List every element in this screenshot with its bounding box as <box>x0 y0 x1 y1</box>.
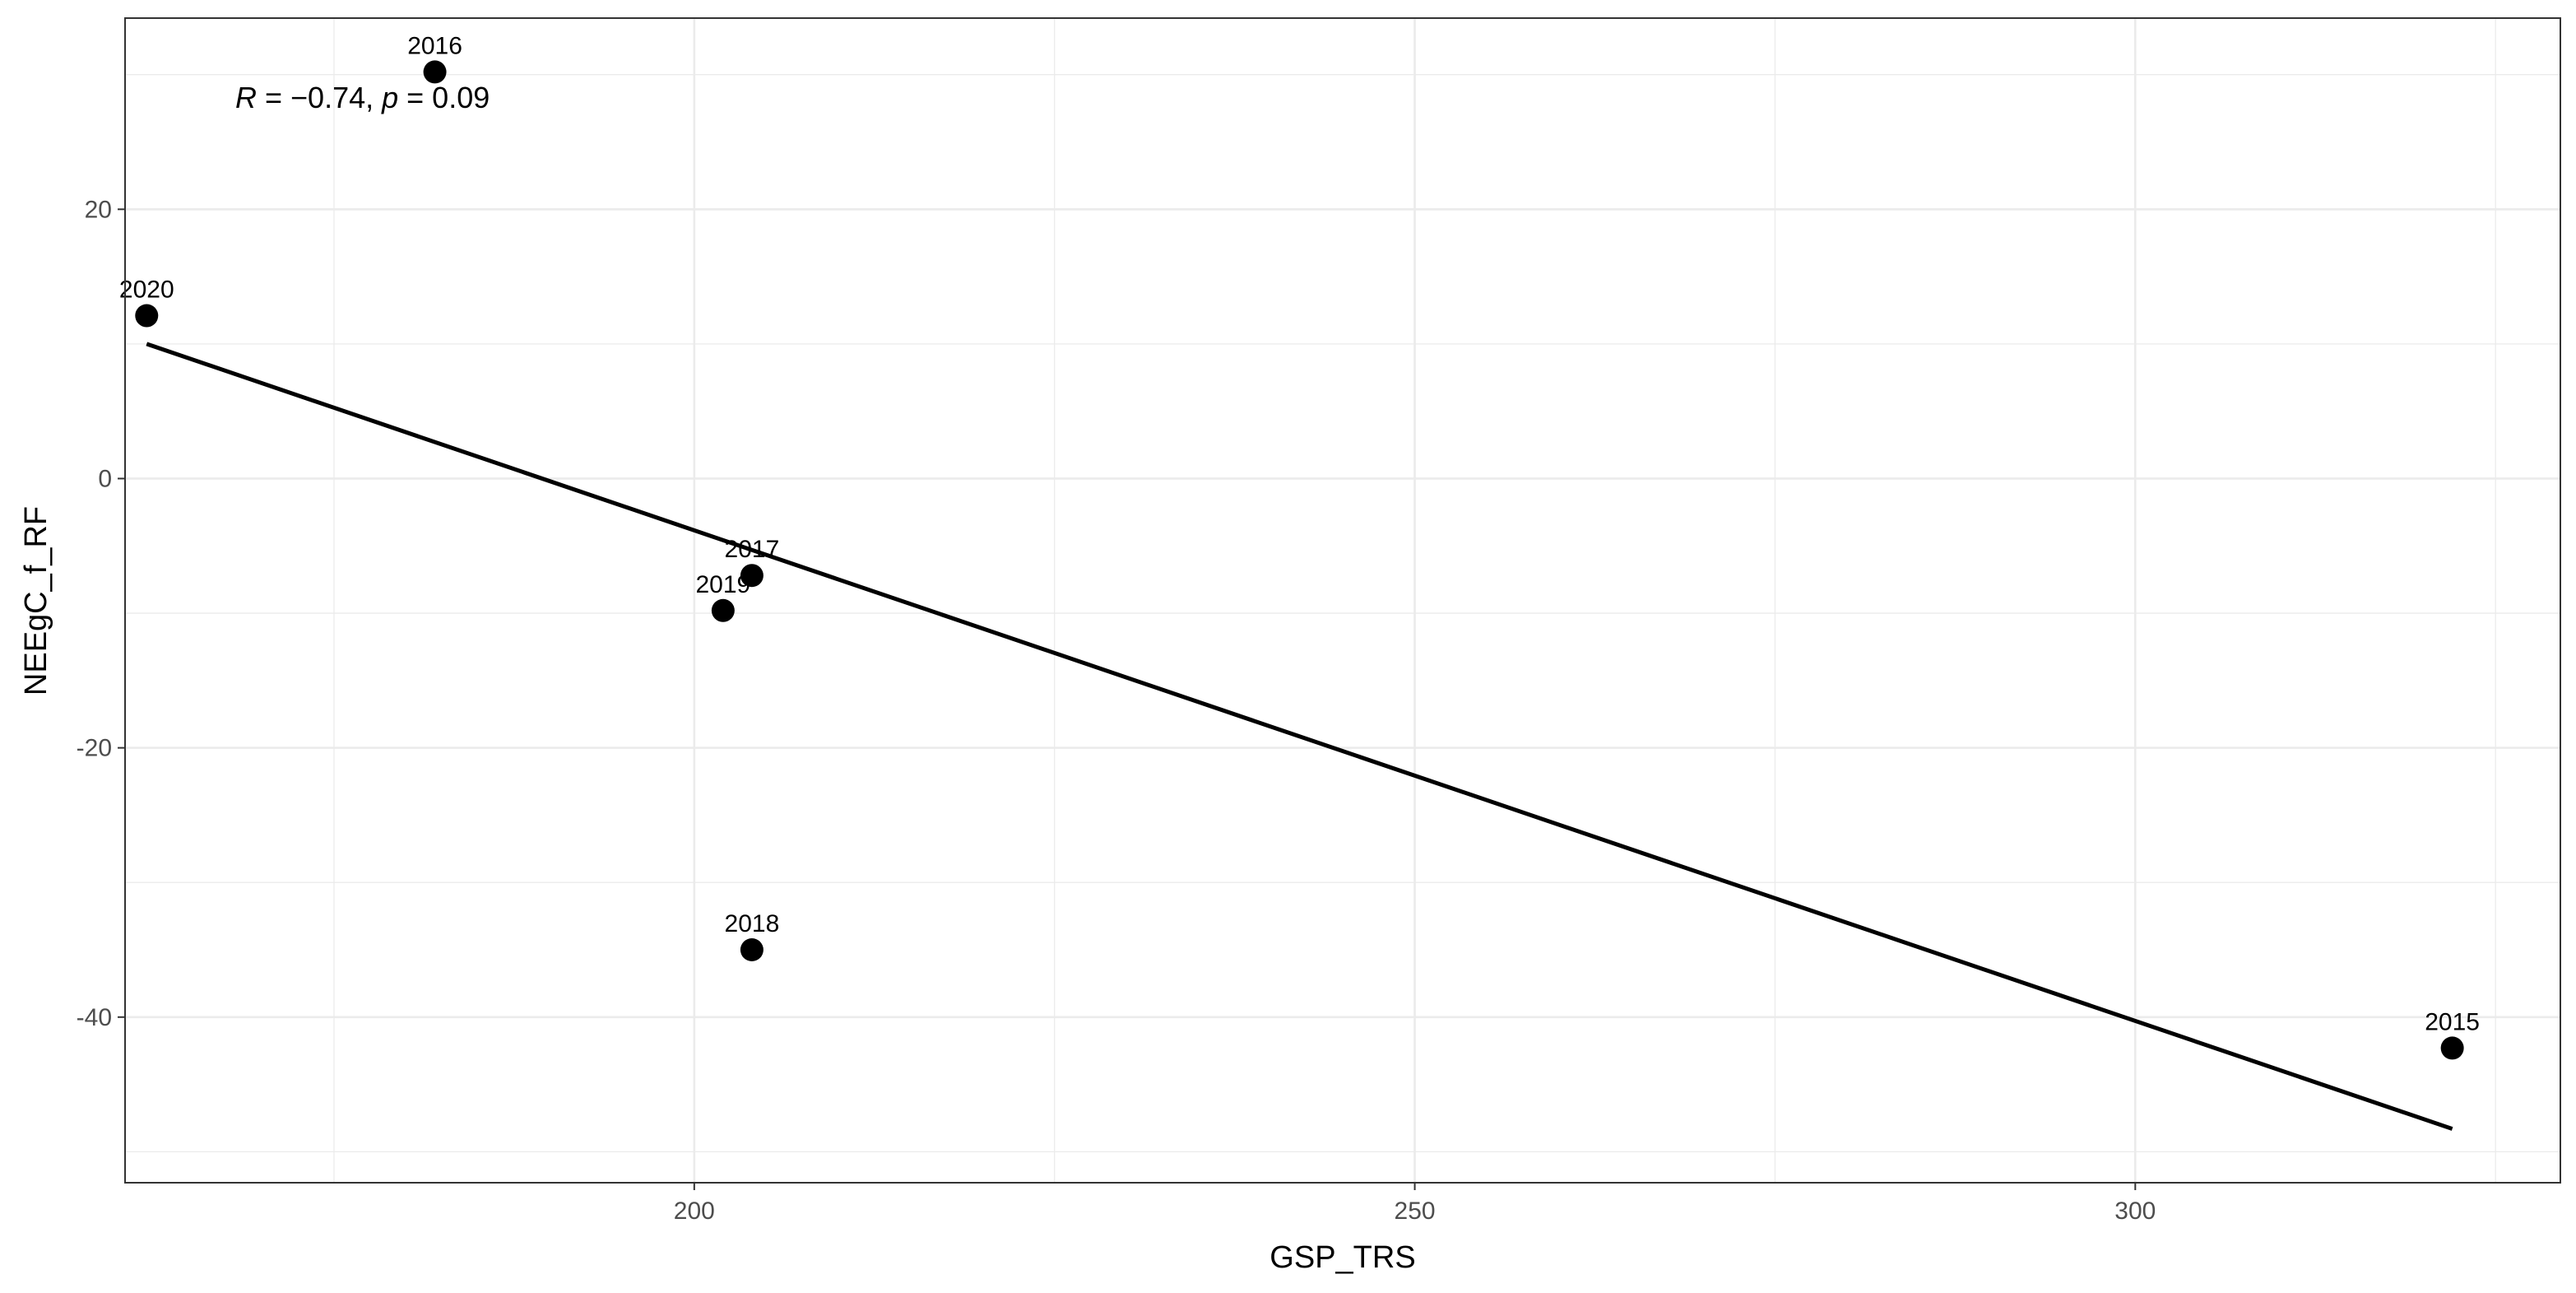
grid-lines <box>125 18 2560 1183</box>
x-tick-label: 300 <box>2114 1198 2156 1225</box>
point-label: 2019 <box>695 571 750 598</box>
x-axis-title: GSP_TRS <box>1269 1240 1415 1275</box>
y-tick-label: 0 <box>98 465 112 492</box>
point-label: 2018 <box>725 910 780 937</box>
data-point <box>135 304 159 328</box>
y-tick-label: -20 <box>77 735 112 762</box>
point-labels: 2015 2016 2017 2018 2019 2020 <box>119 32 2480 1035</box>
data-point <box>740 564 764 588</box>
data-point <box>423 60 447 84</box>
x-tick-label: 200 <box>674 1198 715 1225</box>
y-axis-title: NEEgC_f_RF <box>19 506 53 695</box>
plot-border <box>124 17 2561 1184</box>
point-label: 2020 <box>119 277 174 304</box>
r-value: = −0.74, <box>257 81 382 114</box>
x-tick-label: 250 <box>1395 1198 1436 1225</box>
data-point <box>2440 1036 2464 1060</box>
correlation-annotation: R = −0.74, p = 0.09 <box>235 81 490 114</box>
plot-panel <box>125 18 2560 1183</box>
y-axis-ticks: -40 -20 0 20 <box>77 196 125 1031</box>
y-tick-label: -40 <box>77 1004 112 1031</box>
r-symbol: R <box>235 81 257 114</box>
p-symbol: p <box>381 81 398 114</box>
data-point <box>711 598 735 622</box>
x-axis-ticks: 200 250 300 <box>674 1183 2156 1225</box>
point-label: 2015 <box>2425 1008 2480 1035</box>
data-points <box>135 60 2464 1060</box>
regression-line <box>146 342 2453 1131</box>
p-value: = 0.09 <box>398 81 490 114</box>
point-label: 2017 <box>725 536 780 563</box>
data-point <box>740 938 764 961</box>
trendline-group <box>146 342 2453 1131</box>
y-tick-label: 20 <box>85 196 112 223</box>
point-label: 2016 <box>407 32 462 59</box>
